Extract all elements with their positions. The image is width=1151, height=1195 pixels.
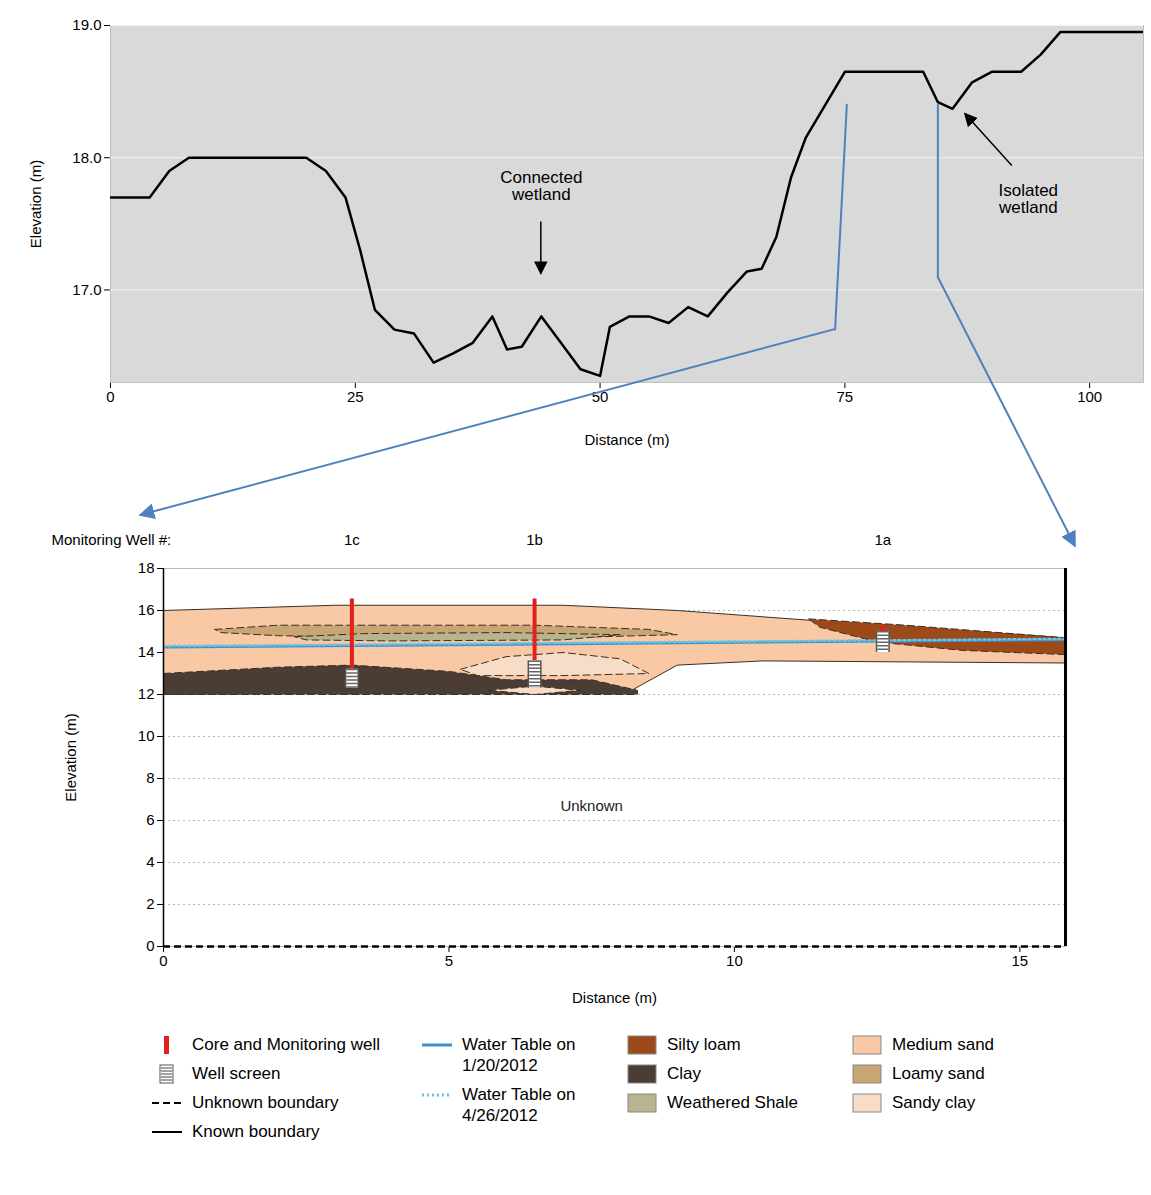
- html-text:Well screen: Well screen: [192, 1064, 281, 1083]
- svg-text:4: 4: [146, 853, 154, 870]
- html-text:Unknown boundary: Unknown boundary: [192, 1093, 339, 1112]
- svg-text:100: 100: [1077, 388, 1102, 405]
- html-text:Weathered Shale: Weathered Shale: [667, 1093, 799, 1112]
- svg-text:6: 6: [146, 811, 154, 828]
- svg-text:Elevation (m): Elevation (m): [62, 713, 79, 801]
- html-text:Loamy sand: Loamy sand: [892, 1064, 985, 1083]
- svg-text:15: 15: [1011, 952, 1028, 969]
- svg-text:1c: 1c: [344, 531, 360, 548]
- svg-text:18: 18: [138, 559, 155, 576]
- svg-text:12: 12: [138, 685, 155, 702]
- svg-text:10: 10: [138, 727, 155, 744]
- html-text:Water Table on 1/20/2012: Water Table on 1/20/2012: [462, 1035, 576, 1075]
- html-text:Silty loam: Silty loam: [667, 1035, 741, 1054]
- svg-text:Elevation (m): Elevation (m): [27, 160, 44, 248]
- svg-text:2: 2: [146, 895, 154, 912]
- svg-text:17.0: 17.0: [72, 281, 101, 298]
- svg-text:16: 16: [138, 601, 155, 618]
- svg-text:0: 0: [146, 937, 154, 954]
- html-text:Sandy clay: Sandy clay: [892, 1093, 976, 1112]
- svg-text:0: 0: [106, 388, 114, 405]
- svg-text:5: 5: [445, 952, 453, 969]
- svg-text:0: 0: [159, 952, 167, 969]
- html-text:Core and Monitoring well: Core and Monitoring well: [192, 1035, 380, 1054]
- svg-text:Distance (m): Distance (m): [584, 431, 669, 448]
- svg-text:Unknown: Unknown: [560, 797, 623, 814]
- svg-text:1b: 1b: [526, 531, 543, 548]
- svg-text:Monitoring Well #:: Monitoring Well #:: [52, 531, 172, 548]
- svg-text:50: 50: [592, 388, 609, 405]
- svg-text:14: 14: [138, 643, 155, 660]
- svg-text:18.0: 18.0: [72, 149, 101, 166]
- svg-text:25: 25: [347, 388, 364, 405]
- svg-text:1a: 1a: [874, 531, 891, 548]
- html-text:Medium sand: Medium sand: [892, 1035, 995, 1054]
- svg-text:10: 10: [726, 952, 743, 969]
- html-text:Clay: Clay: [667, 1064, 701, 1083]
- svg-text:Distance (m): Distance (m): [572, 989, 657, 1006]
- svg-text:19.0: 19.0: [72, 16, 101, 33]
- svg-text:75: 75: [837, 388, 854, 405]
- html-text:Water Table on 4/26/2012: Water Table on 4/26/2012: [462, 1085, 576, 1125]
- html-text:Known boundary: Known boundary: [192, 1122, 320, 1141]
- svg-text:8: 8: [146, 769, 154, 786]
- svg-text:Connectedwetland: Connectedwetland: [500, 168, 582, 204]
- svg-text:Isolatedwetland: Isolatedwetland: [998, 181, 1058, 217]
